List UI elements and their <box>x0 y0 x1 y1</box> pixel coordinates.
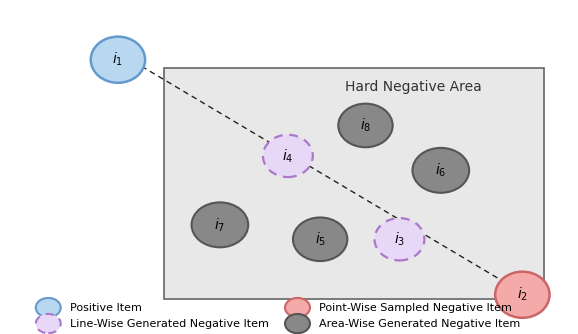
Text: $i_6$: $i_6$ <box>435 162 446 179</box>
Text: Positive Item: Positive Item <box>70 303 142 313</box>
Ellipse shape <box>36 298 61 317</box>
Ellipse shape <box>375 218 424 261</box>
Text: Area-Wise Generated Negative Item: Area-Wise Generated Negative Item <box>319 319 520 329</box>
Ellipse shape <box>191 202 248 247</box>
Ellipse shape <box>285 298 310 317</box>
Ellipse shape <box>293 217 347 261</box>
Ellipse shape <box>263 135 313 177</box>
Text: $i_1$: $i_1$ <box>112 51 124 68</box>
Ellipse shape <box>495 272 550 318</box>
Text: $i_4$: $i_4$ <box>282 147 294 165</box>
Text: $i_5$: $i_5$ <box>314 230 326 248</box>
Text: $i_2$: $i_2$ <box>517 286 528 304</box>
Text: Hard Negative Area: Hard Negative Area <box>345 80 482 94</box>
Text: $i_7$: $i_7$ <box>214 216 225 233</box>
Text: Line-Wise Generated Negative Item: Line-Wise Generated Negative Item <box>70 319 269 329</box>
Text: $i_3$: $i_3$ <box>394 230 405 248</box>
Bar <box>164 68 544 299</box>
Ellipse shape <box>285 314 310 333</box>
Text: Point-Wise Sampled Negative Item: Point-Wise Sampled Negative Item <box>319 303 512 313</box>
Text: $i_8$: $i_8$ <box>360 117 371 134</box>
Ellipse shape <box>36 314 61 333</box>
Ellipse shape <box>338 104 392 147</box>
Ellipse shape <box>91 37 145 83</box>
Ellipse shape <box>413 148 469 193</box>
